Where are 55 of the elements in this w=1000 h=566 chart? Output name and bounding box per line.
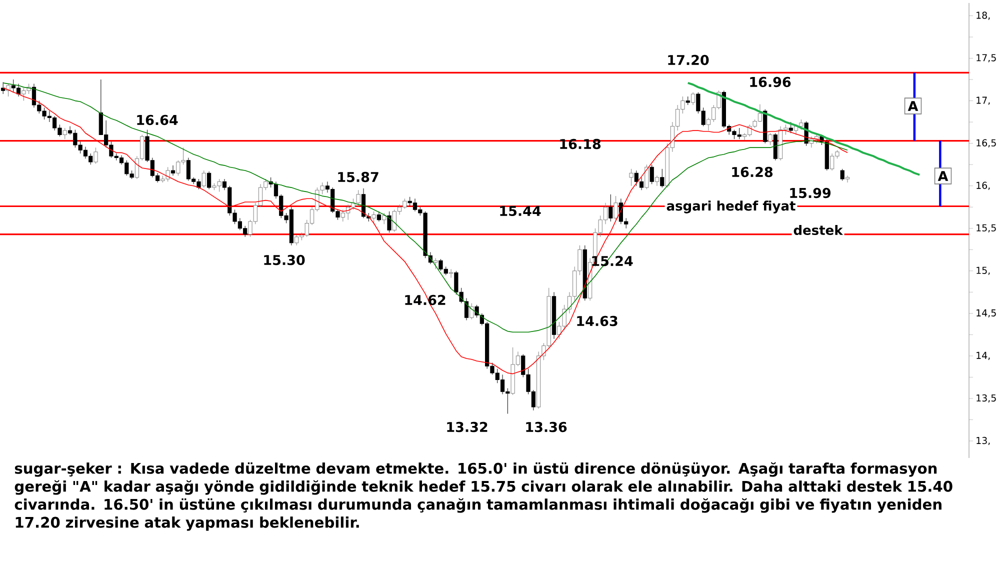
candlestick (202, 170, 206, 188)
annotation: 17.20 (668, 54, 709, 66)
candlestick (644, 164, 649, 190)
candlestick (387, 211, 392, 233)
candlestick (690, 92, 696, 106)
candlestick (845, 175, 850, 183)
candlestick (840, 168, 844, 181)
annotation: 16.96 (750, 76, 791, 88)
annotation: 13.36 (526, 422, 567, 432)
candlestick (799, 119, 804, 130)
candlestick (650, 164, 654, 184)
y-tick-label: 15, (976, 266, 990, 275)
annotation: 16.28 (732, 166, 773, 178)
annotation: 16.18 (560, 138, 601, 150)
ref-line-label: destek (794, 224, 844, 236)
annotation: 14.63 (577, 316, 618, 326)
candlestick (94, 147, 98, 164)
y-tick-label: 17,5 (976, 54, 996, 62)
candlestick (614, 196, 618, 220)
y-tick-label: 17, (976, 96, 990, 105)
text: sugar-şeker : Kısa vadede düzeltme devam etmekte. 165.0' in üstü dirence dönüşüyor. Aşağı tarafta formasyon gereği "A" kadar aşağı yönde gidildiğinde teknik hedef 15.75 civarı olarak ele alınabilir. Daha alttaki destek 15.40 civarında. 16.50' in üstüne çıkılması durumunda çanağın tamamlanması ihtimali doğacağı gibi ve fiyatın yeniden 17.20 zirvesine atak yapması beklenebilir. (14, 462, 952, 531)
y-tick-label: 13,5 (976, 394, 996, 403)
candlestick (608, 194, 613, 222)
candlestick (62, 128, 67, 140)
annotation: A (938, 171, 948, 181)
candlestick (763, 109, 768, 144)
y-tick-label: 15,5 (976, 224, 996, 232)
candlestick (582, 245, 587, 301)
candlestick (660, 168, 664, 188)
candlestick (376, 211, 382, 222)
y-tick-label: 14,5 (976, 309, 996, 318)
annotation: 15.44 (500, 206, 541, 216)
annotation: 13.32 (447, 422, 488, 432)
candlestick (448, 268, 454, 278)
annotation: 16.64 (137, 114, 178, 126)
candlestick (629, 168, 634, 186)
candlestick (552, 292, 556, 340)
annotation: 15.87 (338, 172, 378, 182)
candlestick (768, 132, 772, 146)
candlestick (788, 122, 793, 134)
annotation: 15.30 (264, 254, 305, 266)
y-tick-label: 16,5 (976, 139, 996, 148)
annotation: 15.99 (790, 188, 831, 198)
y-tick-label: 14, (976, 352, 990, 360)
candlestick (773, 132, 778, 161)
candlestick (686, 96, 690, 106)
y-tick-label: 16, (976, 182, 990, 190)
y-tick-label: 13, (976, 436, 990, 446)
ref-line-label: asgari hedef fiyat (666, 200, 796, 214)
candlestick (206, 171, 212, 190)
candlestick (372, 211, 376, 224)
candlestick (170, 165, 176, 176)
candlestick (654, 175, 660, 186)
annotation: A (908, 101, 918, 111)
y-tick-label: 18, (976, 12, 990, 20)
